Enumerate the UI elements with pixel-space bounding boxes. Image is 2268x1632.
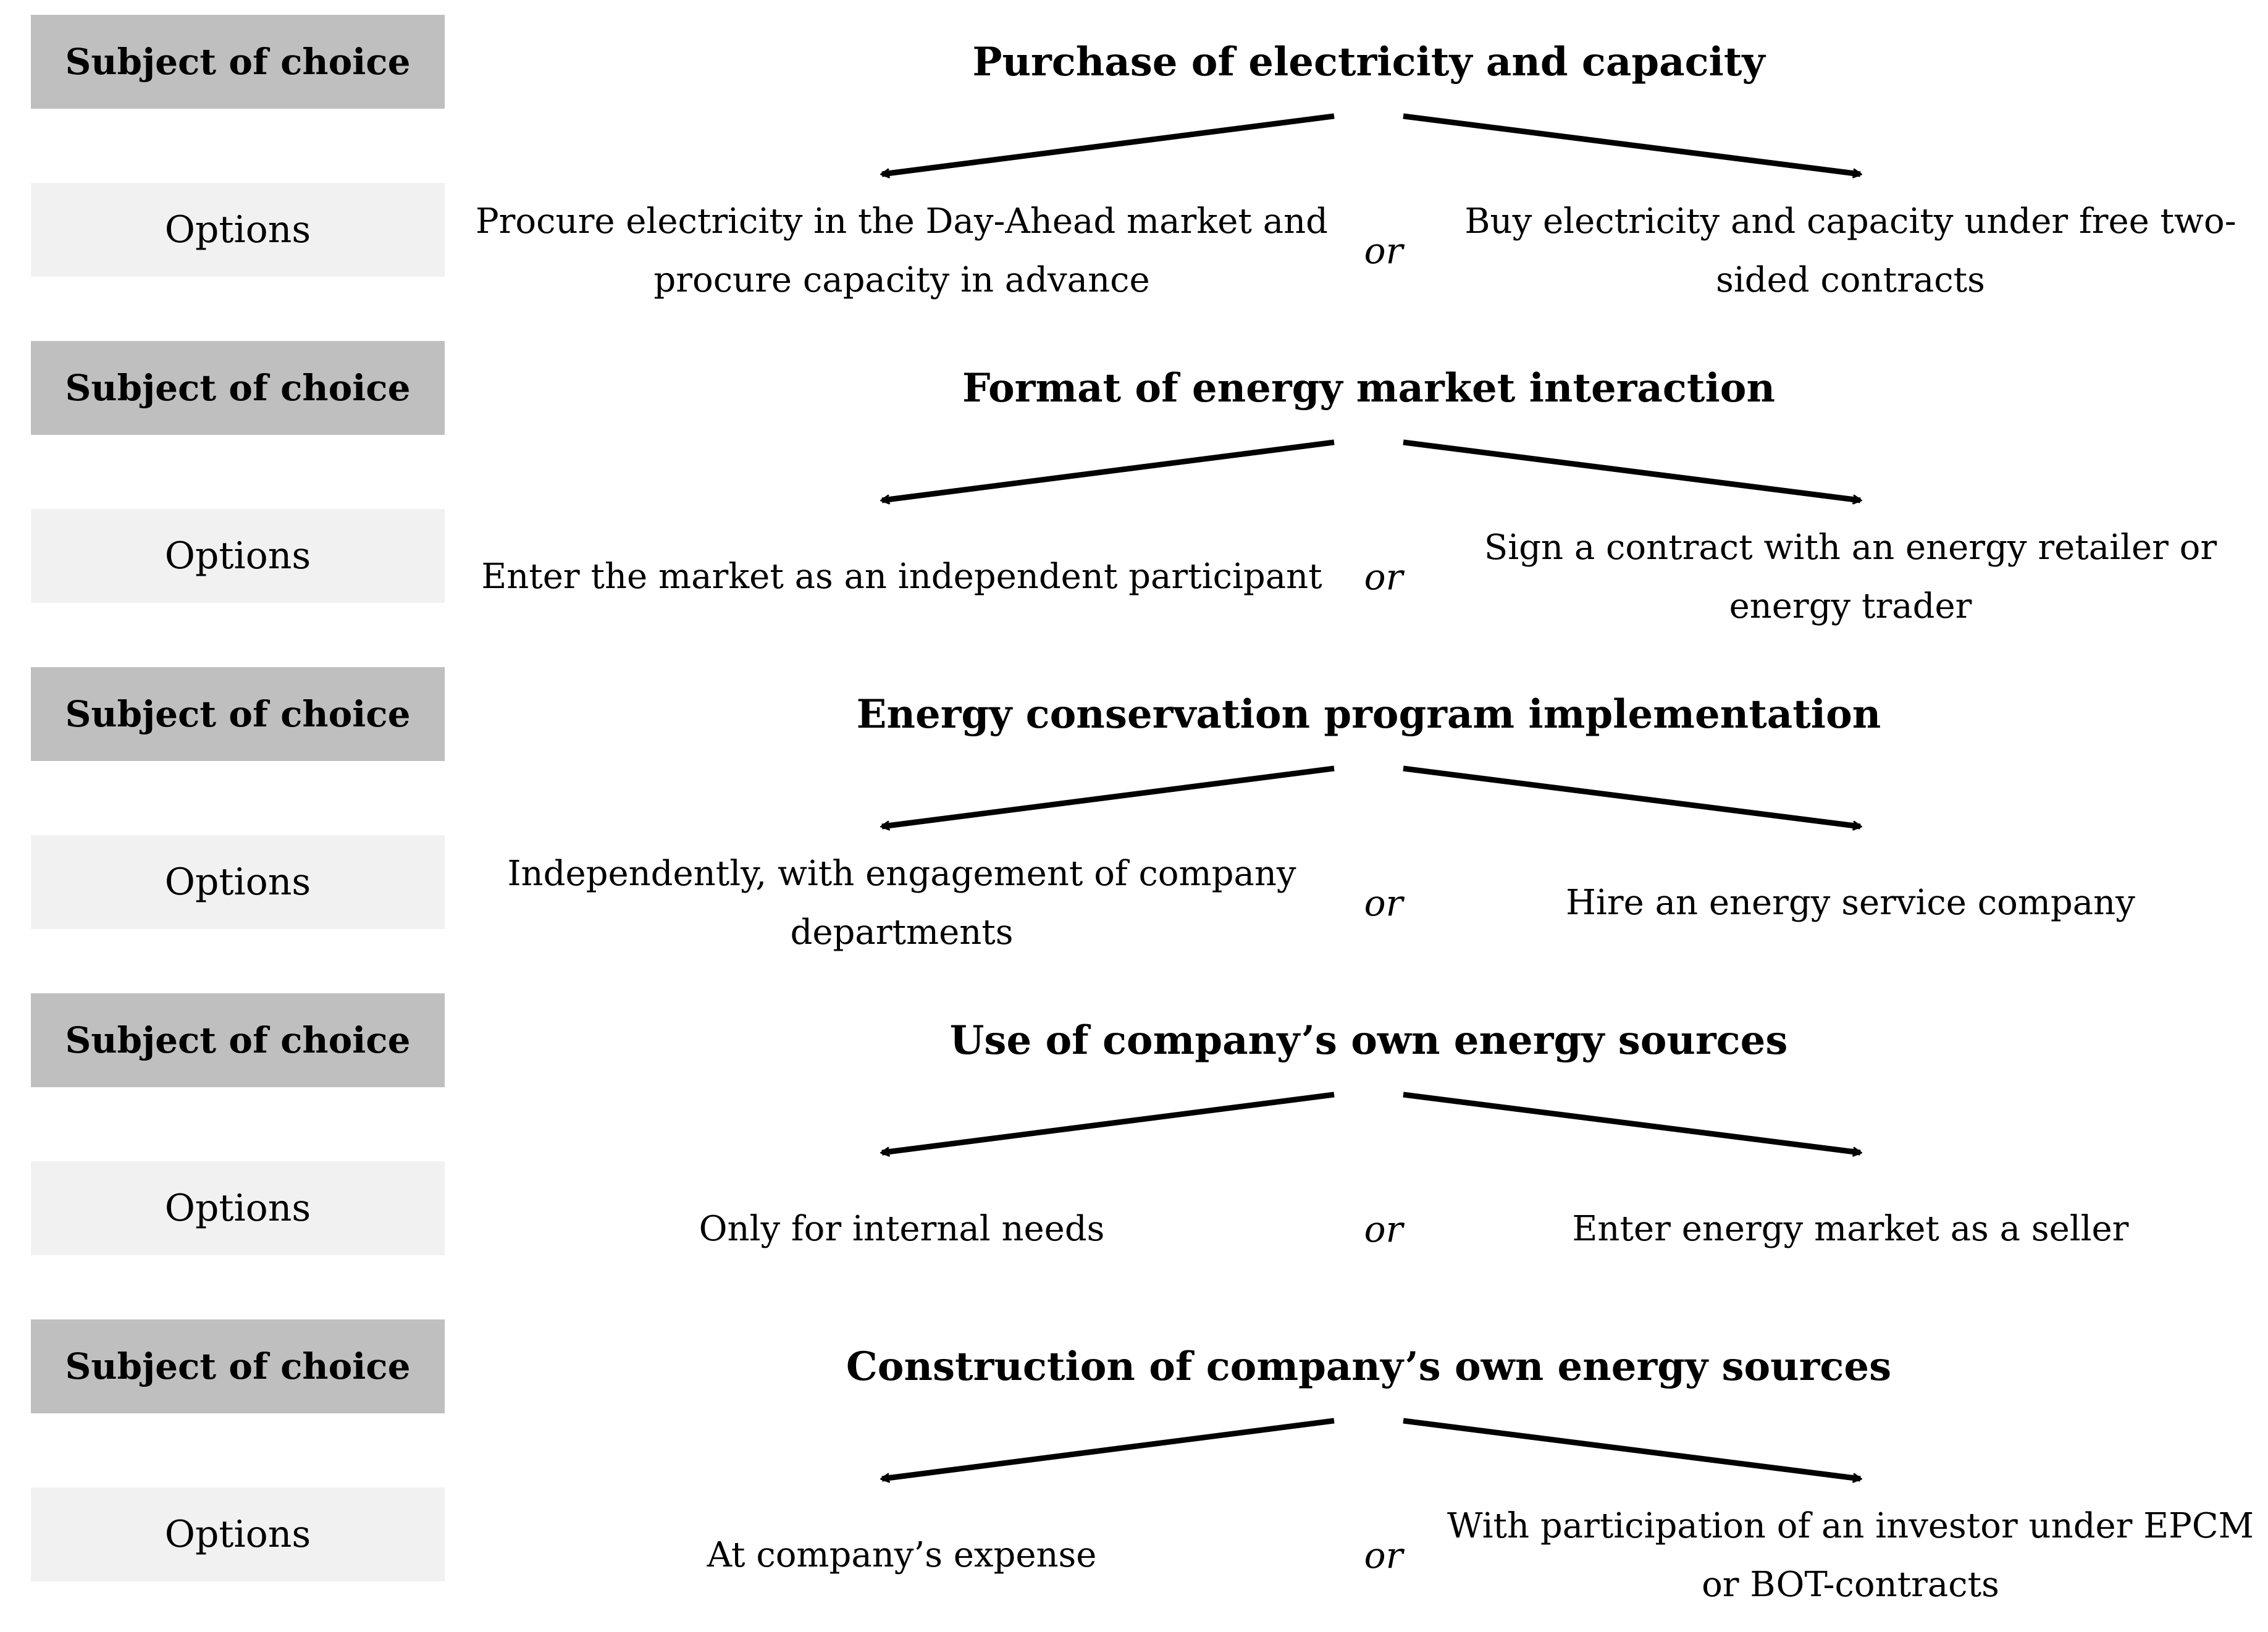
choice-block-1: Subject of choice Purchase of electricit… (0, 5, 2268, 331)
right-arrow-line (1403, 765, 1860, 827)
options-box: Options (31, 1161, 445, 1255)
options-box: Options (31, 1487, 445, 1581)
right-arrow-line (1403, 113, 1860, 174)
right-option-text: Buy electricity and capacity under free … (1464, 201, 2236, 300)
subject-of-choice-label: Subject of choice (65, 41, 411, 83)
options-row: At company’s expense or With participati… (469, 1487, 2268, 1623)
block-title: Use of company’s own energy sources (949, 1017, 1788, 1064)
options-box: Options (31, 509, 445, 603)
choice-block-4: Subject of choice Use of company’s own e… (0, 983, 2268, 1310)
options-row: Enter the market as an independent parti… (469, 509, 2268, 645)
or-label: or (1364, 1534, 1403, 1576)
subject-of-choice-label: Subject of choice (65, 693, 411, 735)
options-row: Only for internal needs or Enter energy … (469, 1161, 2268, 1297)
options-box: Options (31, 183, 445, 277)
subject-of-choice-box: Subject of choice (31, 667, 445, 761)
left-arrow-line (882, 113, 1335, 174)
diverging-arrows (469, 1092, 2268, 1161)
options-box: Options (31, 835, 445, 929)
right-option-text: Sign a contract with an energy retailer … (1484, 527, 2217, 626)
diverging-arrows (469, 765, 2268, 835)
block-title: Format of energy market interaction (962, 364, 1775, 411)
options-row: Independently, with engagement of compan… (469, 835, 2268, 971)
left-arrow-line (882, 1092, 1335, 1153)
right-arrow-line (1403, 439, 1860, 500)
right-option-text: Hire an energy service company (1566, 883, 2135, 923)
or-label: or (1364, 230, 1403, 272)
block-title: Purchase of electricity and capacity (972, 38, 1765, 85)
options-label: Options (164, 1513, 311, 1556)
choice-block-2: Subject of choice Format of energy marke… (0, 331, 2268, 657)
left-option-text: Independently, with engagement of compan… (507, 853, 1296, 953)
subject-of-choice-box: Subject of choice (31, 1319, 445, 1413)
options-label: Options (164, 1187, 311, 1230)
subject-of-choice-label: Subject of choice (65, 1019, 411, 1061)
diverging-arrows (469, 113, 2268, 183)
left-arrow-line (882, 765, 1335, 827)
block-title: Construction of company’s own energy sou… (846, 1343, 1892, 1390)
options-label: Options (164, 208, 311, 251)
choice-block-3: Subject of choice Energy conservation pr… (0, 657, 2268, 983)
subject-of-choice-box: Subject of choice (31, 993, 445, 1087)
left-arrow-line (882, 439, 1335, 500)
options-row: Procure electricity in the Day-Ahead mar… (469, 183, 2268, 319)
right-option-text: Enter energy market as a seller (1572, 1209, 2129, 1250)
right-option-text: With participation of an investor under … (1447, 1505, 2254, 1605)
left-option-text: Only for internal needs (699, 1209, 1105, 1250)
left-arrow-line (882, 1418, 1335, 1479)
or-label: or (1364, 882, 1403, 924)
subject-of-choice-label: Subject of choice (65, 367, 411, 409)
subject-of-choice-label: Subject of choice (65, 1345, 411, 1387)
block-title: Energy conservation program implementati… (856, 691, 1881, 738)
right-arrow-line (1403, 1092, 1860, 1153)
diverging-arrows (469, 439, 2268, 509)
left-option-text: Enter the market as an independent parti… (481, 557, 1322, 597)
or-label: or (1364, 1208, 1403, 1250)
left-option-text: Procure electricity in the Day-Ahead mar… (475, 201, 1328, 300)
options-label: Options (164, 860, 311, 904)
left-option-text: At company’s expense (707, 1535, 1097, 1576)
options-label: Options (164, 534, 311, 578)
or-label: or (1364, 556, 1403, 598)
right-arrow-line (1403, 1418, 1860, 1479)
diverging-arrows (469, 1418, 2268, 1487)
subject-of-choice-box: Subject of choice (31, 15, 445, 109)
subject-of-choice-box: Subject of choice (31, 341, 445, 435)
choice-block-5: Subject of choice Construction of compan… (0, 1310, 2268, 1632)
